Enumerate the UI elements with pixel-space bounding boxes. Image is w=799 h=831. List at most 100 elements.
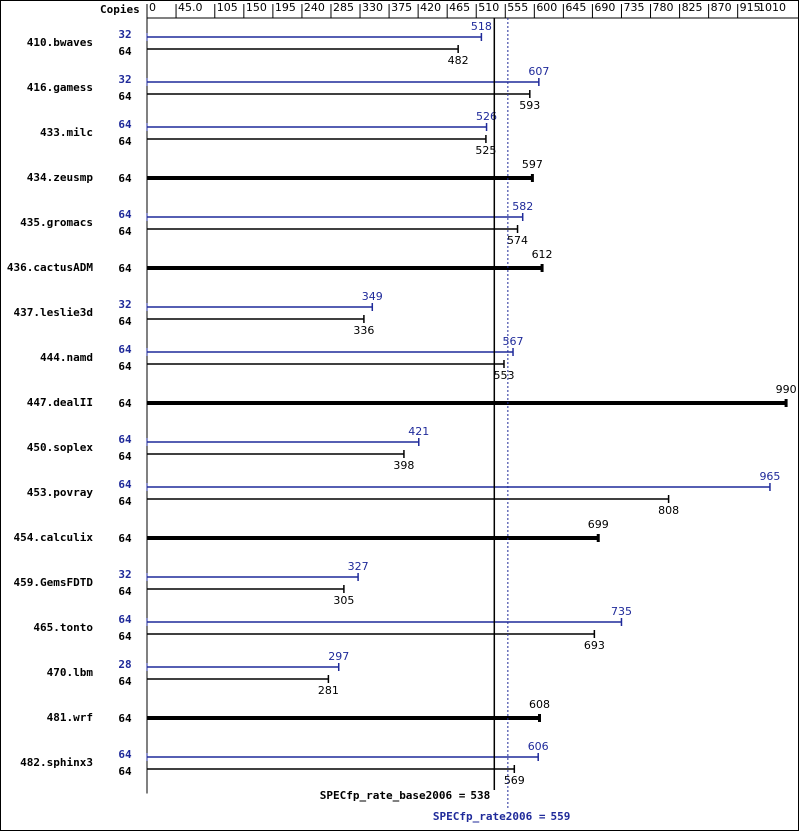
x-tick-label: 195 [275,1,296,14]
value-label: 606 [528,740,549,753]
benchmark-label: 481.wrf [47,711,93,724]
copies-value: 32 [118,568,131,581]
copies-value: 64 [118,360,132,373]
copies-value: 32 [118,73,131,86]
copies-value: 64 [118,397,132,410]
x-tick-label: 330 [362,1,383,14]
copies-value: 64 [118,315,132,328]
copies-value: 64 [118,748,132,761]
x-tick-label: 45.0 [178,1,203,14]
copies-value: 64 [118,172,132,185]
peak-summary: SPECfp_rate2006 = 559 [433,810,570,823]
value-label: 808 [658,504,679,517]
value-label: 305 [333,594,354,607]
benchmark-label: 416.gamess [27,81,93,94]
copies-value: 64 [118,675,132,688]
benchmark-label: 450.soplex [27,441,94,454]
x-tick-label: 510 [478,1,499,14]
value-label: 518 [471,20,492,33]
value-label: 965 [759,470,780,483]
benchmark-label: 436.cactusADM [7,261,93,274]
value-label: 281 [318,684,339,697]
benchmark-label: 459.GemsFDTD [14,576,94,589]
value-label: 553 [493,369,514,382]
copies-value: 32 [118,28,131,41]
x-tick-label: 420 [420,1,441,14]
copies-value: 64 [118,343,132,356]
value-label: 990 [776,383,797,396]
summary-value: 538 [470,789,490,802]
copies-value: 28 [118,658,131,671]
benchmark-label: 437.leslie3d [14,306,93,319]
base-summary: SPECfp_rate_base2006 = 538 [320,789,491,802]
copies-value: 64 [118,262,132,275]
value-label: 569 [504,774,525,787]
value-label: 398 [393,459,414,472]
copies-value: 64 [118,613,132,626]
x-tick-label: 555 [507,1,528,14]
value-label: 574 [507,234,528,247]
benchmark-label: 435.gromacs [20,216,93,229]
copies-value: 64 [118,532,132,545]
benchmark-label: 453.povray [27,486,94,499]
value-label: 612 [532,248,553,261]
x-tick-label: 150 [246,1,267,14]
value-label: 297 [328,650,349,663]
value-label: 699 [588,518,609,531]
summary-label: SPECfp_rate_base2006 = [320,789,466,802]
benchmark-label: 447.dealII [27,396,93,409]
x-tick-label: 870 [711,1,732,14]
copies-value: 64 [118,765,132,778]
x-tick-label: 375 [391,1,412,14]
x-tick-label: 645 [565,1,586,14]
summary-value: 559 [550,810,570,823]
summary-label: SPECfp_rate2006 = [433,810,546,823]
x-tick-label: 600 [536,1,557,14]
copies-value: 64 [118,478,132,491]
value-label: 608 [529,698,550,711]
benchmark-label: 410.bwaves [27,36,93,49]
benchmark-label: 470.lbm [47,666,94,679]
x-tick-label: 105 [217,1,238,14]
copies-header: Copies [100,3,140,16]
benchmark-label: 434.zeusmp [27,171,94,184]
x-tick-label: 825 [682,1,703,14]
x-tick-label: 735 [623,1,644,14]
x-tick-label: 465 [449,1,470,14]
value-label: 593 [519,99,540,112]
benchmark-label: 465.tonto [33,621,93,634]
benchmark-label: 433.milc [40,126,93,139]
copies-value: 64 [118,495,132,508]
value-label: 597 [522,158,543,171]
x-tick-label: 690 [594,1,615,14]
value-label: 607 [528,65,549,78]
copies-value: 32 [118,298,131,311]
value-label: 327 [348,560,369,573]
benchmark-label: 482.sphinx3 [20,756,93,769]
x-tick-label: 285 [333,1,354,14]
copies-value: 64 [118,712,132,725]
x-tick-label: 780 [653,1,674,14]
value-label: 582 [512,200,533,213]
x-tick-label: 240 [304,1,325,14]
value-label: 336 [353,324,374,337]
copies-value: 64 [118,208,132,221]
benchmark-label: 454.calculix [14,531,94,544]
value-label: 567 [503,335,524,348]
x-tick-label: 0 [149,1,156,14]
copies-value: 64 [118,585,132,598]
copies-value: 64 [118,118,132,131]
value-label: 693 [584,639,605,652]
benchmark-label: 444.namd [40,351,93,364]
copies-value: 64 [118,90,132,103]
value-label: 482 [448,54,469,67]
copies-value: 64 [118,433,132,446]
copies-value: 64 [118,225,132,238]
value-label: 526 [476,110,497,123]
copies-value: 64 [118,450,132,463]
value-label: 525 [475,144,496,157]
x-tick-label: 1010 [758,1,786,14]
value-label: 735 [611,605,632,618]
value-label: 349 [362,290,383,303]
